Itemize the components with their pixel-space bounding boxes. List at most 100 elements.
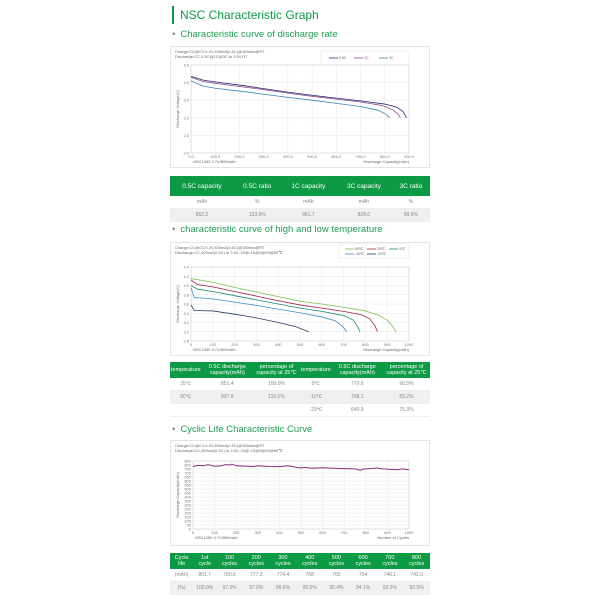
table-cell [201,403,253,417]
x-axis-label: Number of Cycles [377,535,409,540]
x-tick-label: 600.0 [331,154,342,159]
table-row: -20℃ 640.9 75.3% [170,403,430,417]
chart-note: Discharge:CC,0.5C@1C@3C to 3.0V,RT [175,54,248,59]
table-cell: 801.7 [193,569,217,582]
table-header-row: 0.5C capacity 0.5C ratio 1C capacity 3C cap… [170,176,430,196]
y-axis-label: Discharge Capacity(mAh) [175,472,180,518]
legend [338,243,410,259]
x-tick-label: 0.0 [188,154,194,159]
legend-label: 0.5C [339,56,347,60]
table-cell: 640.9 [331,403,383,417]
x-tick-label: 500.0 [307,154,318,159]
x-tick-label: 900.0 [404,154,415,159]
column-header: 200 cycles [242,553,270,569]
column-header: 500 cycles [323,553,350,569]
column-header: 0.5C discharge capacity(mAh) [331,362,383,378]
table-cell: 97.0% [242,581,270,595]
y-tick-label: 250 [184,507,191,512]
legend-label: -20℃ [377,252,387,256]
x-tick-label: 800 [362,530,369,535]
y-tick-label: 100 [184,519,191,524]
page-title: NSC Characteristic Graph [172,6,319,24]
table-cell: 777.3 [242,569,270,582]
table-cell: mAh [170,196,234,209]
table-cell: 90.5% [382,378,430,391]
legend [320,50,410,66]
x-tick-label: 700.0 [356,154,367,159]
table-cell: 754 [349,569,377,582]
table-row: (%) 100.0% 97.3% 97.0% 96.6% 95.5% 95.4% 94.1% 9… [170,581,430,595]
legend-label: 25℃ [377,247,386,251]
y-tick-label: 0 [189,527,192,532]
y-tick-label: 3.5 [183,98,189,103]
y-tick-label: 400 [184,495,191,500]
y-tick-label: 50 [187,523,192,528]
chart-temperature: Charge:CC@CV,4.2V,400mA(0.5C)@150min@RT D… [170,242,430,356]
column-header: 300 cycles [269,553,297,569]
x-tick-label: 800 [362,342,369,347]
table-cell: 25℃ [170,378,202,391]
plot-area [190,266,410,342]
y-axis-label: Discharge Voltage(V) [175,89,180,127]
chart-cycle-life: Charge:CC@CV,4.2V,400mA(0.5C)@150min@RT D… [170,440,430,546]
x-tick-label: 700 [341,530,348,535]
table-cell: 774.4 [269,569,297,582]
table-cell: 748.1 [376,569,404,582]
table-cell: % [391,196,430,209]
plot-area [192,460,410,530]
table-cell: 828.0 [336,208,392,222]
y-tick-label: 500 [184,487,191,492]
x-tick-label: 400 [275,342,282,347]
series-line [190,279,378,332]
y-tick-label: 200 [184,511,191,516]
column-header: Cycle life [170,553,194,569]
x-tick-label: 400 [276,530,283,535]
table-cycle-life: Cycle life 1st cycle 100 cycles 200 cycles 3… [170,553,430,595]
y-tick-label: 3.0 [183,115,189,120]
y-tick-label: 800 [184,463,191,468]
series-line [190,75,407,118]
legend-label: 0℃ [399,247,406,251]
table-cell: 861.7 [280,208,337,222]
chart-rate: Charge:CC@CV,4.2V,400mA(0.5C)@150min@RT D… [170,46,430,168]
y-tick-label: 350 [184,499,191,504]
column-header: 400 cycles [296,553,324,569]
column-header: 700 cycles [376,553,404,569]
section-heading-temp: characteristic curve of high and low tem… [172,224,382,235]
column-header: 1st cycle [193,553,217,569]
y-tick-label: 4.2 [183,274,189,279]
table-cell: -20℃ [299,403,332,417]
table-cell: 770.6 [331,378,383,391]
table-row: 852.2 103.9% 861.7 828.0 99.5% [170,208,430,222]
x-axis-label: Discharge Capacity(mAh) [363,159,409,164]
y-tick-label: 4.4 [183,265,189,270]
table-cell: 852.2 [170,208,234,222]
x-tick-label: 400.0 [283,154,294,159]
series-line [190,278,397,332]
y-tick-label: 750 [184,467,191,472]
column-header: 600 cycles [349,553,377,569]
x-tick-label: 200 [233,530,240,535]
y-tick-label: 3.6 [183,302,189,307]
y-tick-label: 2.5 [183,133,189,138]
x-tick-label: 0 [190,342,193,347]
y-tick-label: 300 [184,503,191,508]
table-cell: mAh [336,196,392,209]
x-tick-label: 600 [318,342,325,347]
column-header: 100 cycles [216,553,243,569]
legend-label: -10℃ [355,252,365,256]
legend-label: 3C [389,56,394,60]
table-cell: 768 [296,569,324,582]
table-cell: 100.0% [252,378,300,391]
plot-area [190,64,410,154]
table-cell: 83.2% [382,390,430,404]
y-tick-label: 3.4 [183,311,189,316]
table-cell: 110.1% [252,390,300,404]
legend-label: 60℃ [355,247,364,251]
x-tick-label: 0 [192,530,195,535]
table-cell: 60℃ [170,390,202,404]
series-line [190,287,348,332]
x-axis-label: Discharge Capacity(mAh) [363,347,409,352]
table-cell: (mAh) [170,569,194,582]
table-row: 60℃ 937.9 110.1% -10℃ 708.1 83.2% [170,390,430,404]
